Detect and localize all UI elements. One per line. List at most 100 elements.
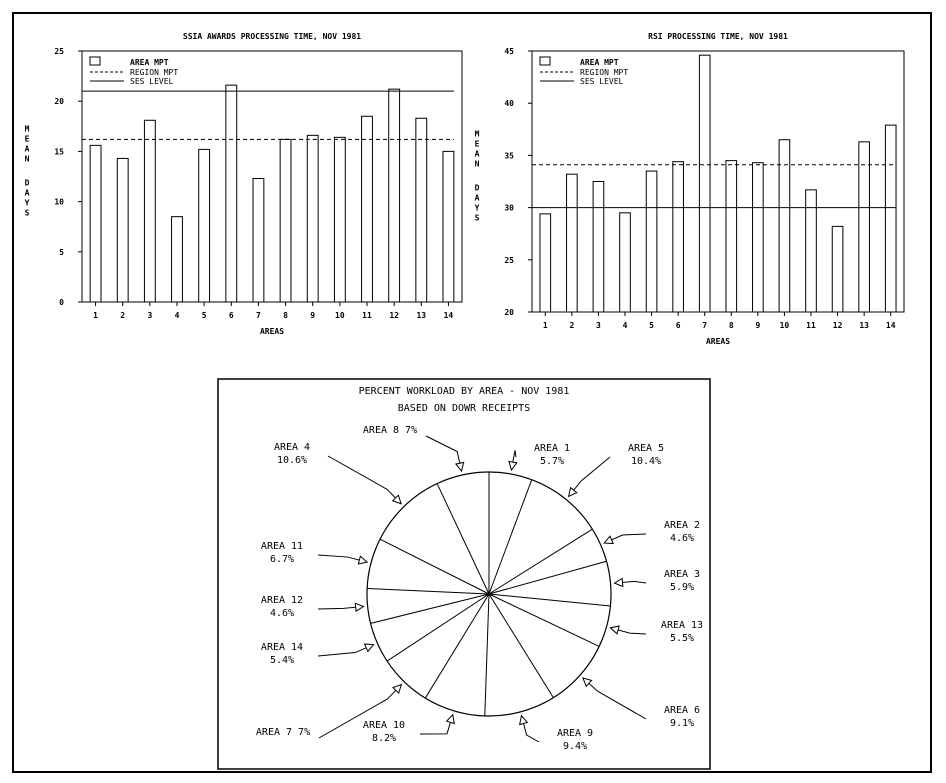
pie-arrowhead (391, 494, 402, 505)
pie-slice-name: AREA 5 (628, 443, 664, 454)
pie-arrowhead (603, 535, 614, 545)
pie-slice-divider (488, 593, 600, 647)
bar (171, 216, 183, 303)
x-axis-label: AREAS (706, 337, 730, 346)
pie-slice-divider (367, 587, 490, 595)
x-tick-label: 10 (780, 321, 790, 330)
y-tick-label: 0 (59, 298, 64, 307)
legend-label: AREA MPT (580, 58, 619, 67)
pie-leader-line (327, 455, 402, 505)
legend-swatch-bar (539, 56, 551, 66)
pie-slice-percent: 4.6% (670, 533, 694, 544)
pie-slice-divider (484, 593, 490, 716)
y-axis-label: A (475, 150, 480, 159)
pie-slice-name: AREA 14 (261, 642, 303, 653)
pie-arrowhead (354, 602, 365, 613)
x-axis-label: AREAS (260, 327, 284, 336)
x-tick-label: 2 (120, 311, 125, 320)
pie-slice-divider (488, 593, 554, 698)
pie-slice-divider (488, 528, 593, 595)
pie-arrowhead (508, 460, 518, 472)
pie-leader-line (582, 677, 647, 720)
bar (672, 161, 684, 313)
x-tick-label: 11 (806, 321, 816, 330)
pie-slice-percent: 10.4% (631, 456, 661, 467)
pie-title: PERCENT WORKLOAD BY AREA - NOV 1981 (359, 386, 570, 397)
x-tick-label: 12 (833, 321, 843, 330)
bar-chart: RSI PROCESSING TIME, NOV 198120253035404… (475, 32, 905, 346)
x-tick-label: 5 (649, 321, 654, 330)
y-tick-label: 5 (59, 248, 64, 257)
legend-label: SES LEVEL (130, 77, 174, 86)
y-axis-label: S (475, 214, 480, 223)
bar (566, 173, 578, 313)
bar (388, 88, 401, 303)
y-axis-label: E (25, 135, 30, 144)
pie-slice-divider (488, 593, 611, 607)
x-tick-label: 4 (623, 321, 628, 330)
x-tick-label: 1 (93, 311, 98, 320)
bar (725, 160, 738, 313)
pie-slice-percent: 5.4% (270, 655, 294, 666)
pie-slice-percent: 5.5% (670, 633, 694, 644)
pie-arrowhead (567, 486, 578, 498)
x-tick-label: 4 (175, 311, 180, 320)
x-tick-label: 3 (596, 321, 601, 330)
x-tick-label: 8 (283, 311, 288, 320)
pie-arrowhead (609, 625, 620, 635)
pie-arrowhead (582, 677, 593, 688)
y-tick-label: 45 (504, 47, 514, 56)
x-tick-label: 13 (416, 311, 426, 320)
pie-arrowhead (518, 714, 529, 726)
legend-label: REGION MPT (580, 68, 628, 77)
pie-slice-divider (370, 593, 490, 624)
pie-slice-name: AREA 3 (664, 569, 700, 580)
y-tick-label: 40 (504, 99, 514, 108)
x-tick-label: 13 (859, 321, 869, 330)
pie-slice-divider (424, 593, 490, 699)
pie-arrowhead (445, 713, 455, 725)
bar (143, 119, 156, 303)
y-axis-label: M (25, 125, 30, 134)
bar (884, 124, 897, 313)
y-axis-label: A (25, 145, 30, 154)
x-tick-label: 10 (335, 311, 345, 320)
pie-slice-percent: 4.6% (270, 608, 294, 619)
plot-frame (81, 50, 463, 303)
x-tick-label: 6 (229, 311, 234, 320)
bar (116, 157, 129, 303)
x-tick-label: 12 (389, 311, 399, 320)
pie-subtitle: BASED ON DOWR RECEIPTS (398, 403, 530, 414)
y-tick-label: 10 (54, 198, 64, 207)
legend-label: AREA MPT (130, 58, 169, 67)
y-axis-label: S (25, 209, 30, 218)
pie-slice-name: AREA 12 (261, 595, 303, 606)
bar (415, 117, 428, 303)
pie-slice-name: AREA 10 (363, 720, 405, 731)
y-axis-label: Y (475, 204, 480, 213)
y-axis-label: M (475, 130, 480, 139)
x-tick-label: 9 (310, 311, 315, 320)
bar (539, 213, 552, 313)
y-tick-label: 20 (54, 97, 64, 106)
pie-arrowhead (454, 461, 465, 473)
x-tick-label: 2 (569, 321, 574, 330)
x-tick-label: 14 (886, 321, 896, 330)
pie-slice-divider (488, 479, 533, 595)
bar (89, 144, 102, 303)
bar (805, 189, 817, 313)
bar-chart: SSIA AWARDS PROCESSING TIME, NOV 1981 0 5 1… (25, 32, 463, 336)
pie-slice-percent: 9.4% (563, 741, 587, 752)
y-axis-label: N (25, 155, 30, 164)
chart-title: SSIA AWARDS PROCESSING TIME, NOV 1981 (183, 32, 361, 41)
pie-leader-line (425, 435, 463, 472)
y-axis-label: A (25, 189, 30, 198)
pie-slice-divider (386, 593, 490, 662)
bar (858, 141, 870, 313)
legend-label: SES LEVEL (580, 77, 624, 86)
pie-slice-name: AREA 11 (261, 541, 303, 552)
bar (306, 134, 319, 303)
pie-slice-name: AREA 6 (664, 705, 700, 716)
y-tick-label: 25 (504, 256, 514, 265)
chart-title: RSI PROCESSING TIME, NOV 1981 (648, 32, 788, 41)
